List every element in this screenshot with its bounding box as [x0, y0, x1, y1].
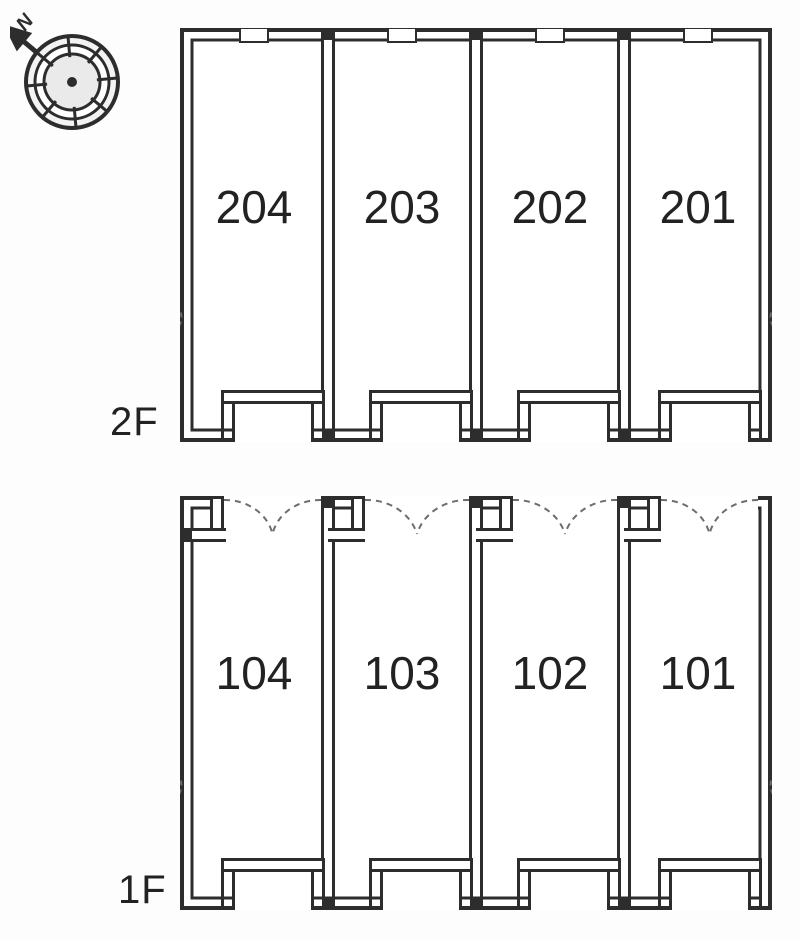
floor-plan-2F — [180, 28, 772, 442]
room-label-204: 204 — [180, 180, 328, 234]
floor-label-1F: 1F — [118, 868, 167, 913]
floor-label-2F: 2F — [110, 400, 159, 445]
room-label-101: 101 — [624, 646, 772, 700]
room-label-202: 202 — [476, 180, 624, 234]
room-label-201: 201 — [624, 180, 772, 234]
floor-plan-1F — [180, 496, 772, 910]
room-label-104: 104 — [180, 646, 328, 700]
room-label-103: 103 — [328, 646, 476, 700]
compass: N — [10, 0, 160, 150]
room-label-102: 102 — [476, 646, 624, 700]
room-label-203: 203 — [328, 180, 476, 234]
